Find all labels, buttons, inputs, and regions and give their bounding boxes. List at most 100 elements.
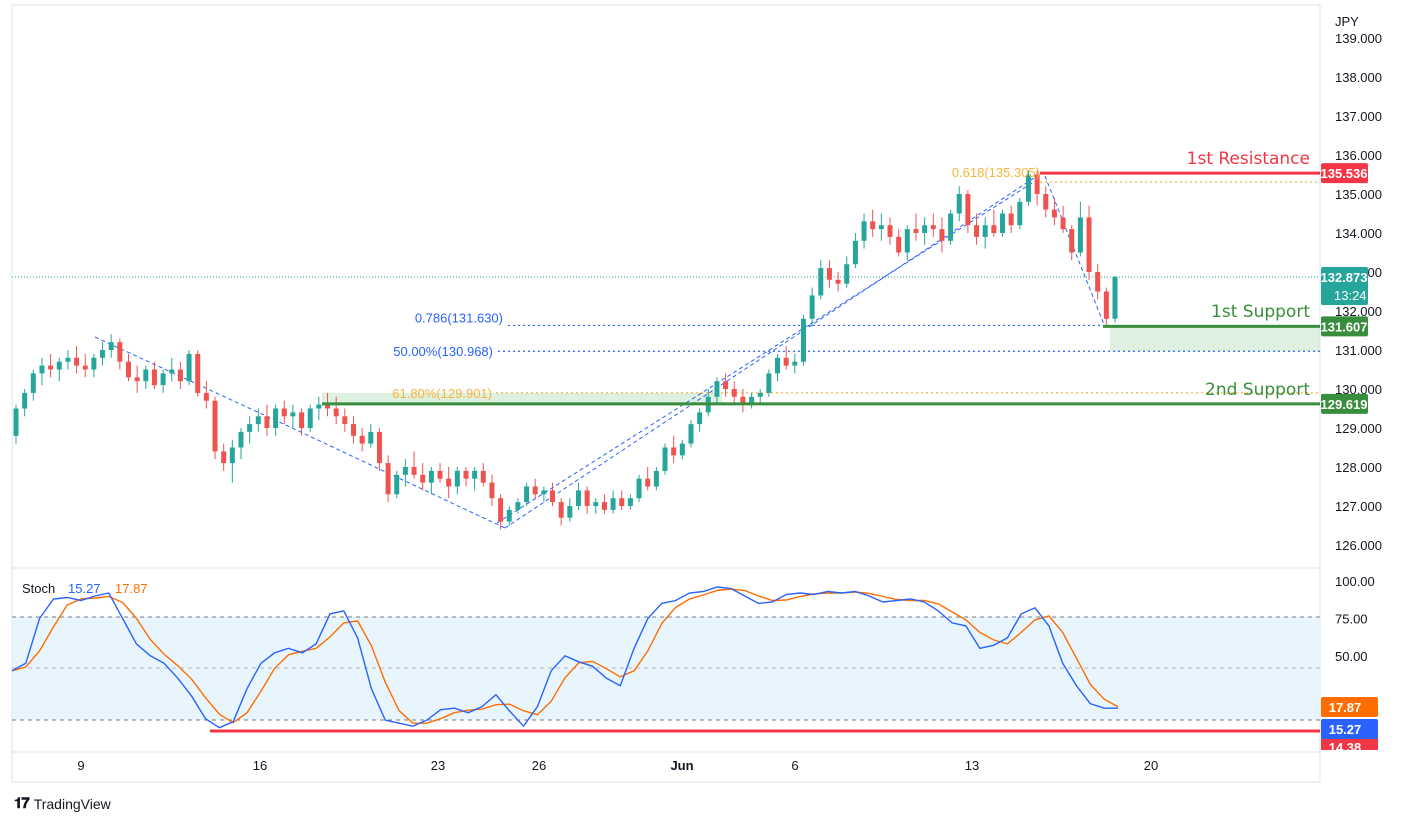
candle [904,225,910,261]
svg-text:15.27: 15.27 [1329,722,1362,737]
candle [143,365,149,389]
candle [913,213,919,241]
price-tick-label: 139.000 [1335,31,1382,46]
stoch-legend-k: 15.27 [68,581,101,596]
candle [766,369,772,397]
candle [437,463,443,483]
candle [783,346,789,370]
candle [852,233,858,269]
price-tick-label: 127.000 [1335,499,1382,514]
time-tick-label: 13 [965,758,979,773]
candle [948,209,954,245]
price-tick-label: 135.000 [1335,187,1382,202]
price-tick-label: 130.000 [1335,382,1382,397]
candle [480,463,486,487]
candles-group[interactable] [13,170,1118,530]
candle [316,396,322,421]
candle [221,443,227,471]
support-1-label: 1st Support [1211,302,1310,322]
candle [342,408,348,432]
candle [775,353,781,382]
candle [896,229,902,257]
tradingview-logo-icon: 𝟏𝟕 [14,795,30,812]
candle [965,190,971,233]
candle [818,260,824,300]
stoch-k-tag[interactable]: 15.27 [1321,719,1378,739]
candle [679,439,685,460]
candle [809,287,815,327]
candle [506,506,512,526]
price-tick-label: 138.000 [1335,70,1382,85]
fib-0786-label: 0.786(131.630) [415,310,503,325]
candle [930,213,936,237]
candle [541,486,547,503]
time-axis[interactable]: 9 16 23 26 Jun 6 13 20 [77,758,1158,773]
stoch-k-line [11,586,1118,729]
stoch-low-tag: 14.38 [1321,738,1378,755]
candle [39,357,45,386]
support-2-tag[interactable]: 129.619 [1321,393,1369,414]
candle [723,373,729,397]
stoch-legend-name[interactable]: Stoch [22,581,55,596]
candle [1043,186,1049,218]
candle [454,467,460,495]
candle [887,217,893,245]
candle [238,428,244,460]
candle [558,498,564,526]
candle [203,381,209,409]
candle [1025,170,1031,206]
stoch-axis[interactable]: 100.00 75.00 50.00 [1335,574,1375,664]
candle [688,420,694,448]
candle [826,260,832,288]
candle [1008,205,1014,233]
candle [247,416,253,444]
tradingview-brand[interactable]: 𝟏𝟕 TradingView [14,795,111,812]
candle [1000,209,1006,237]
candle [740,389,746,413]
price-tick-label: 128.000 [1335,460,1382,475]
resistance-1-tag[interactable]: 135.536 [1321,163,1369,184]
candle [290,404,296,428]
candle [956,186,962,222]
candle [22,389,28,417]
candle [991,209,997,237]
candle [56,357,62,382]
stoch-tick-label: 75.00 [1335,611,1368,626]
stoch-d-tag[interactable]: 17.87 [1321,697,1378,717]
candle [402,459,408,487]
candle [74,346,80,374]
swing-line-down [94,336,506,529]
support-2-zone [322,392,722,404]
candle [870,209,876,237]
candle [749,392,755,409]
candle [428,467,434,495]
candle [835,272,841,292]
candle [584,486,590,514]
candle [575,482,581,510]
chart-frame [11,4,1321,783]
candle [13,404,19,444]
candle [974,213,980,245]
candle [653,467,659,491]
candle [1060,205,1066,233]
candle [1034,170,1040,206]
candle [229,439,235,483]
time-tick-label: 20 [1144,758,1158,773]
candle [792,353,798,374]
support-1-tag[interactable]: 131.607 [1321,316,1369,337]
candle [472,467,478,491]
candle [1112,275,1118,323]
candle [610,490,616,514]
fib-6180-label: 61.80%(129.901) [392,386,492,401]
candle [498,494,504,530]
candle [800,314,806,366]
candle [922,217,928,245]
price-tick-label: 132.000 [1335,304,1382,319]
candle [1086,205,1092,280]
last-price-tag[interactable]: 132.873 13:24 [1321,266,1369,305]
time-tick-label: 26 [532,758,546,773]
candle [1103,287,1109,327]
candle [169,357,175,382]
price-tick-label: 126.000 [1335,538,1382,553]
